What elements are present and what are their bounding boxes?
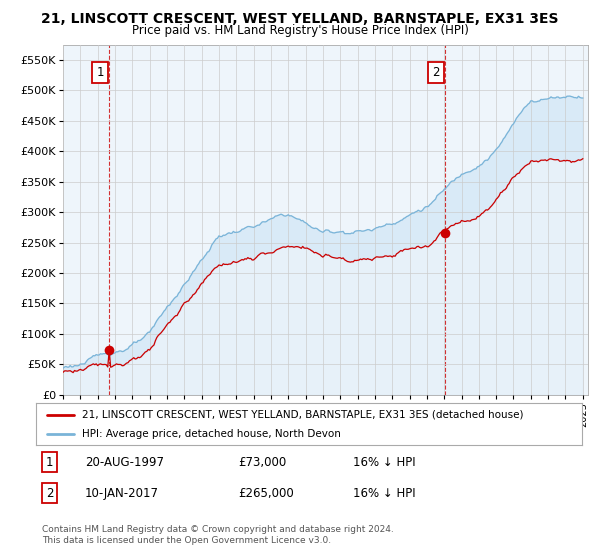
Text: 16% ↓ HPI: 16% ↓ HPI	[353, 487, 415, 500]
Text: £265,000: £265,000	[238, 487, 294, 500]
Text: 2: 2	[432, 66, 440, 79]
Text: 21, LINSCOTT CRESCENT, WEST YELLAND, BARNSTAPLE, EX31 3ES (detached house): 21, LINSCOTT CRESCENT, WEST YELLAND, BAR…	[82, 409, 524, 419]
Text: Contains HM Land Registry data © Crown copyright and database right 2024.
This d: Contains HM Land Registry data © Crown c…	[42, 525, 394, 545]
Text: £73,000: £73,000	[238, 456, 286, 469]
Text: 1: 1	[97, 66, 104, 79]
Text: 16% ↓ HPI: 16% ↓ HPI	[353, 456, 415, 469]
Text: 20-AUG-1997: 20-AUG-1997	[85, 456, 164, 469]
Text: 21, LINSCOTT CRESCENT, WEST YELLAND, BARNSTAPLE, EX31 3ES: 21, LINSCOTT CRESCENT, WEST YELLAND, BAR…	[41, 12, 559, 26]
Text: 2: 2	[46, 487, 53, 500]
Text: HPI: Average price, detached house, North Devon: HPI: Average price, detached house, Nort…	[82, 429, 341, 439]
Text: Price paid vs. HM Land Registry's House Price Index (HPI): Price paid vs. HM Land Registry's House …	[131, 24, 469, 36]
Text: 10-JAN-2017: 10-JAN-2017	[85, 487, 159, 500]
Text: 1: 1	[46, 456, 53, 469]
